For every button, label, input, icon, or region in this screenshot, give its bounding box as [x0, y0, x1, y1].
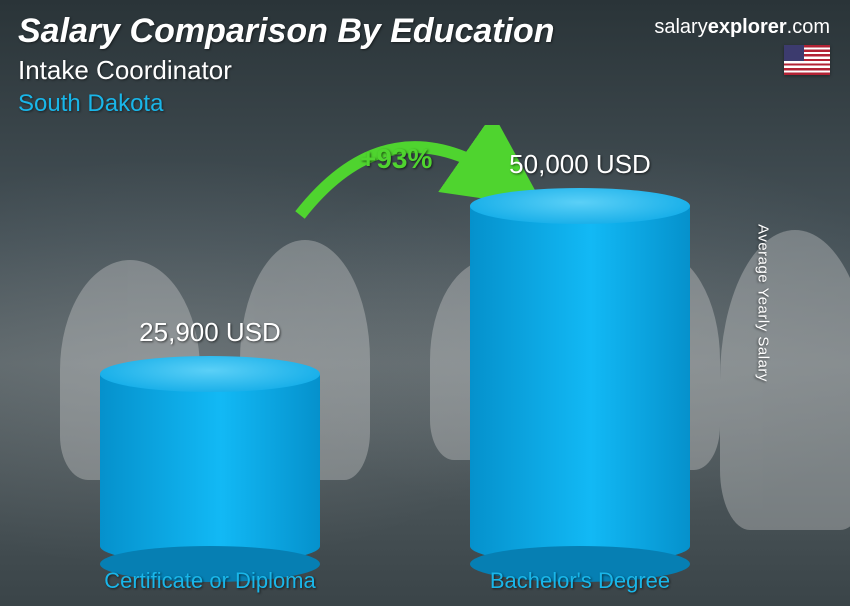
bar-value-label: 25,900 USD — [100, 317, 320, 348]
bar-3d — [100, 374, 320, 564]
x-axis-labels: Certificate or Diploma Bachelor's Degree — [0, 568, 810, 598]
bar-value-label: 50,000 USD — [470, 149, 690, 180]
us-flag-icon — [784, 45, 830, 75]
category-label: Bachelor's Degree — [430, 568, 730, 594]
chart-area: 25,900 USD 50,000 USD — [0, 150, 810, 564]
region-label: South Dakota — [18, 90, 832, 118]
brand-part2: explorer — [708, 16, 787, 38]
brand-block: salaryexplorer.com — [654, 16, 830, 75]
brand-part1: salary — [654, 16, 707, 38]
brand-part3: .com — [787, 16, 830, 38]
bar-3d — [470, 206, 690, 564]
category-label: Certificate or Diploma — [60, 568, 360, 594]
brand-text: salaryexplorer.com — [654, 16, 830, 39]
